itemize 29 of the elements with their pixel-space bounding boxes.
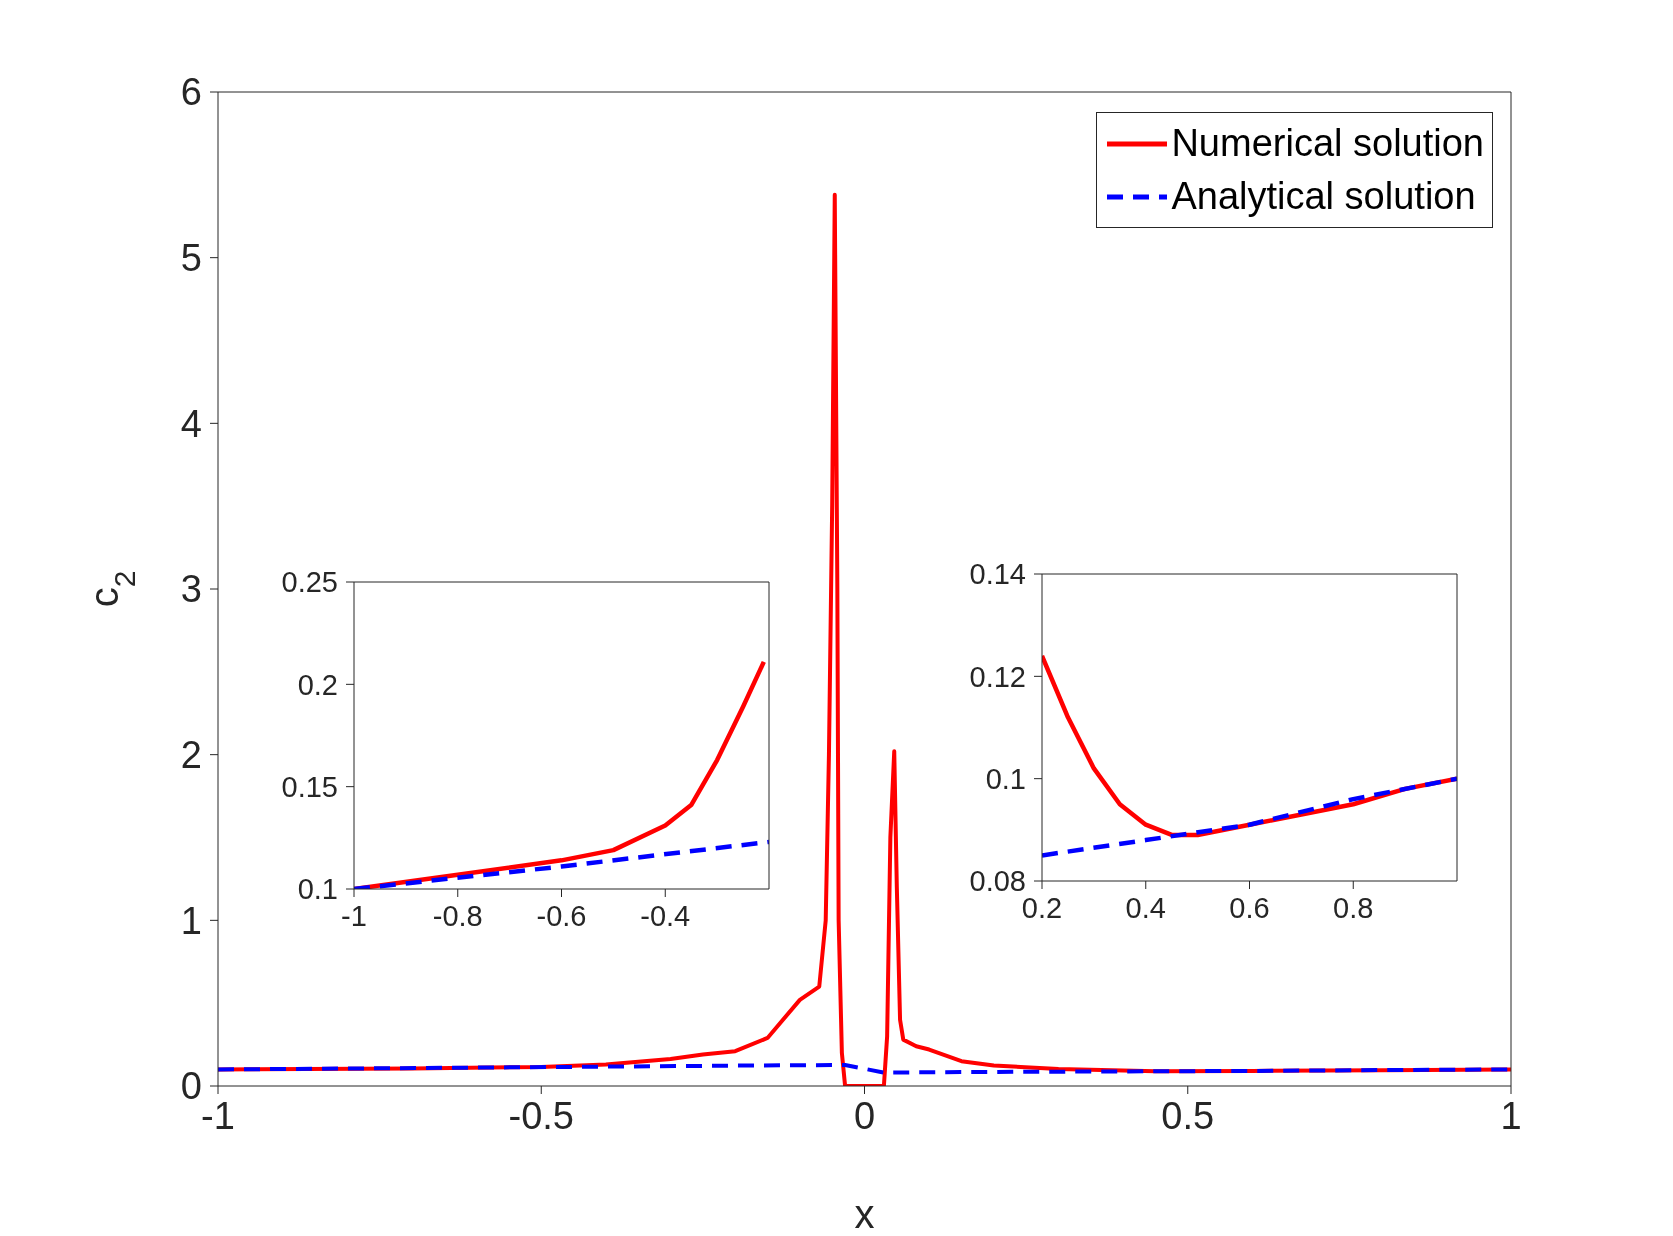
x-tick-label: -0.4 [640, 899, 691, 932]
y-tick-label: 0.15 [281, 770, 338, 803]
y-tick-label: 6 [180, 71, 202, 114]
y-tick-label: 0.2 [297, 668, 338, 701]
x-tick-label: -0.5 [508, 1094, 574, 1137]
legend-label: Numerical solution [1171, 121, 1484, 166]
x-tick-label: 0.4 [1125, 891, 1166, 924]
x-tick-label: 0 [853, 1094, 876, 1137]
y-tick-label: 5 [180, 237, 202, 280]
line-series [1042, 776, 1457, 858]
y-tick-label: 0.1 [297, 873, 338, 906]
x-tick-label: -0.8 [432, 899, 483, 932]
y-tick-label: 3 [180, 568, 202, 611]
legend-label: Analytical solution [1171, 174, 1476, 220]
y-tick-label: 0.1 [985, 762, 1026, 795]
y-tick-label: 0.12 [969, 660, 1026, 693]
y-tick-label: 0 [180, 1065, 202, 1108]
y-tick-label: 2 [180, 734, 202, 777]
x-tick-label: 0.6 [1229, 891, 1270, 924]
y-tick-label: 0.25 [281, 566, 338, 599]
x-tick-label: 0.8 [1333, 891, 1374, 924]
y-tick-label: 0.14 [969, 558, 1026, 591]
x-tick-label: -0.6 [536, 899, 587, 932]
y-tick-label: 4 [180, 402, 202, 445]
x-tick-label: -1 [341, 899, 367, 932]
x-tick-label: 1 [1500, 1094, 1522, 1137]
x-tick-label: 0.5 [1161, 1094, 1215, 1137]
x-tick-label: -1 [201, 1094, 235, 1137]
x-axis-title: x [854, 1192, 875, 1236]
